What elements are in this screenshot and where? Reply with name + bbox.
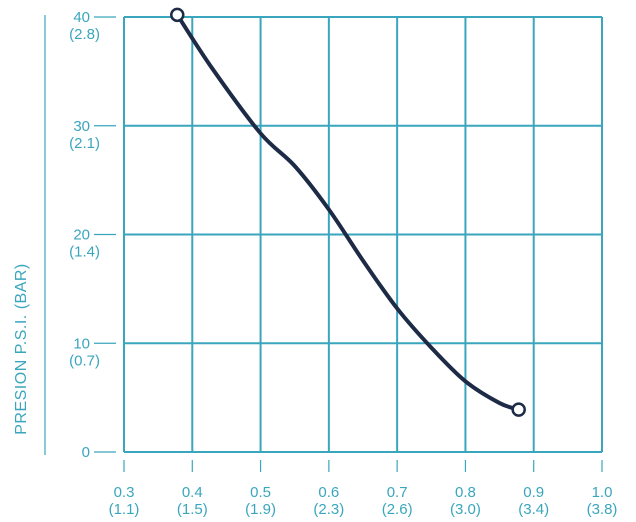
y-tick-sublabel: (1.4) bbox=[69, 244, 100, 261]
series-endpoint-marker bbox=[170, 7, 185, 23]
x-tick-label: 0.6 bbox=[318, 484, 339, 501]
x-tick-label: 0.8 bbox=[455, 484, 476, 501]
y-tick-label: 30 bbox=[73, 118, 90, 135]
x-tick-sublabel: (2.3) bbox=[313, 501, 344, 518]
x-tick-label: 1.0 bbox=[592, 484, 613, 501]
y-tick-sublabel: (2.1) bbox=[69, 135, 100, 152]
x-tick-sublabel: (3.4) bbox=[518, 501, 549, 518]
x-tick-label: 0.7 bbox=[387, 484, 408, 501]
x-tick-label: 0.4 bbox=[182, 484, 203, 501]
series-layer bbox=[170, 7, 526, 417]
x-tick-sublabel: (1.1) bbox=[109, 501, 140, 518]
y-tick-label: 10 bbox=[73, 335, 90, 352]
y-tick-label: 20 bbox=[73, 227, 90, 244]
x-tick-sublabel: (3.0) bbox=[450, 501, 481, 518]
x-tick-sublabel: (1.9) bbox=[245, 501, 276, 518]
y-tick-label: 40 bbox=[73, 9, 90, 26]
series-line bbox=[175, 12, 521, 412]
series-endpoint-marker bbox=[511, 402, 526, 417]
y-tick-sublabel: (2.8) bbox=[69, 26, 100, 43]
y-axis: 0 10(0.7) 20(1.4) 30(2.1) 40(2.8) bbox=[69, 9, 116, 461]
x-tick-sublabel: (1.5) bbox=[177, 501, 208, 518]
x-tick-label: 0.9 bbox=[523, 484, 544, 501]
x-tick-label: 0.3 bbox=[114, 484, 135, 501]
grid bbox=[123, 16, 603, 453]
x-axis: 0.3(1.1) 0.4(1.5) 0.5(1.9) 0.6(2.3) 0.7(2.6)… bbox=[109, 460, 618, 518]
y-tick-label: 0 bbox=[82, 444, 90, 461]
x-tick-sublabel: (2.6) bbox=[382, 501, 413, 518]
y-axis-title: PRESION P.S.I. (BAR) bbox=[13, 263, 30, 435]
y-tick-sublabel: (0.7) bbox=[69, 352, 100, 369]
x-tick-label: 0.5 bbox=[250, 484, 271, 501]
x-tick-sublabel: (3.8) bbox=[587, 501, 618, 518]
